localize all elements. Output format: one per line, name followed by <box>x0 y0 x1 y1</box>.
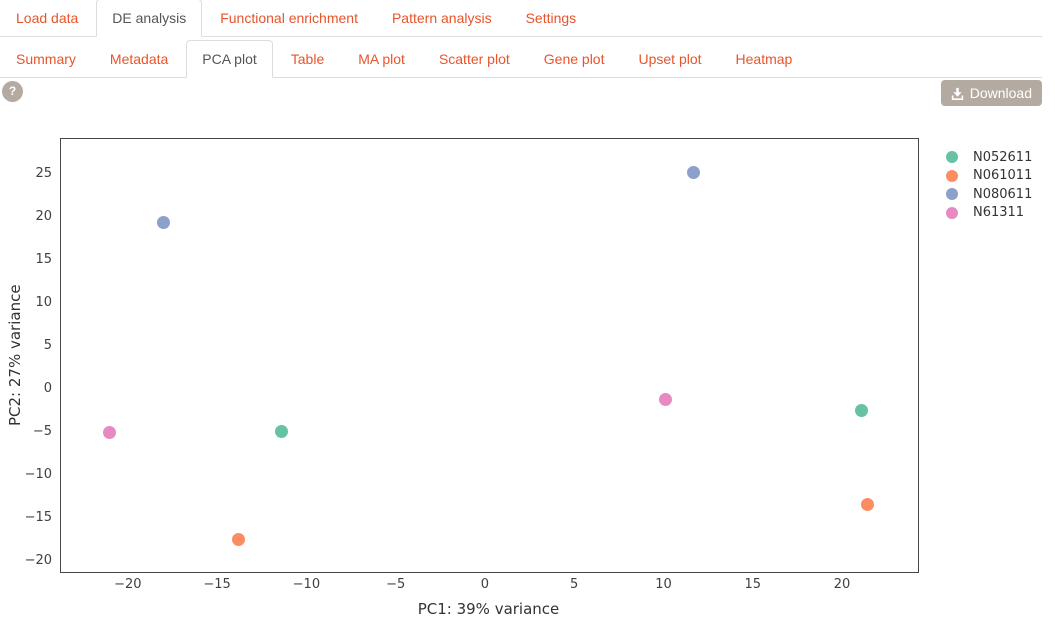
legend-dot-icon <box>946 151 958 164</box>
tab-settings[interactable]: Settings <box>525 10 577 26</box>
data-point-n061011 <box>232 532 246 546</box>
x-tick-label: 15 <box>744 577 761 592</box>
subtab-scatter-plot[interactable]: Scatter plot <box>438 51 510 67</box>
y-tick-label: 10 <box>35 294 52 310</box>
y-tick-label: 25 <box>35 166 52 182</box>
legend-label: N061011 <box>973 168 1033 184</box>
legend-dot-icon <box>946 188 958 201</box>
x-tick-label: 20 <box>833 577 851 592</box>
x-tick-label: 10 <box>655 577 672 592</box>
data-point-n080611 <box>157 215 171 229</box>
subtab-summary[interactable]: Summary <box>16 51 76 67</box>
subtab-metadata[interactable]: Metadata <box>109 51 169 67</box>
subtab-gene-plot[interactable]: Gene plot <box>543 51 605 67</box>
data-point-n61311 <box>103 426 117 440</box>
download-button[interactable]: Download <box>940 80 1042 106</box>
legend-label: N61311 <box>973 205 1025 221</box>
y-tick-label: 15 <box>35 251 52 267</box>
tab-functional-enrichment[interactable]: Functional enrichment <box>220 10 358 26</box>
plot-legend: N052611 N061011 N080611 N61311 <box>946 148 1032 222</box>
subtab-upset-plot[interactable]: Upset plot <box>638 51 702 67</box>
plot-panel <box>60 138 919 573</box>
x-tick-label: −15 <box>203 577 231 592</box>
data-point-n052611 <box>274 425 288 439</box>
primary-tab-bar: Load data DE analysis Functional enrichmen… <box>0 0 1042 37</box>
data-point-n052611 <box>855 403 869 417</box>
x-tick-label: −5 <box>386 577 406 592</box>
legend-item-n052611: N052611 <box>946 148 1032 167</box>
secondary-tab-bar: Summary Metadata PCA plot Table MA plot Scatt… <box>0 37 1042 78</box>
legend-label: N080611 <box>973 186 1033 202</box>
legend-label: N052611 <box>973 149 1033 165</box>
y-tick-label: −15 <box>24 509 52 525</box>
data-point-n080611 <box>687 165 701 179</box>
y-tick-label: 20 <box>35 209 52 225</box>
subtab-ma-plot[interactable]: MA plot <box>358 51 405 67</box>
y-tick-label: −5 <box>32 423 52 439</box>
tab-load-data[interactable]: Load data <box>16 10 79 26</box>
legend-dot-icon <box>946 206 958 219</box>
legend-item-n061011: N061011 <box>946 167 1032 186</box>
x-tick-label: −20 <box>114 577 142 592</box>
data-point-n061011 <box>860 498 874 512</box>
subtab-heatmap[interactable]: Heatmap <box>735 51 793 67</box>
tab-de-analysis[interactable]: DE analysis <box>96 0 203 37</box>
toolbar: ? Download <box>0 78 1042 110</box>
data-point-n61311 <box>658 392 672 406</box>
x-tick-label: 5 <box>570 577 579 592</box>
legend-item-n61311: N61311 <box>946 204 1032 223</box>
legend-item-n080611: N080611 <box>946 185 1032 204</box>
y-tick-label: 5 <box>43 337 52 353</box>
download-button-label: Download <box>969 85 1032 101</box>
y-tick-label: 0 <box>43 380 52 396</box>
help-button[interactable]: ? <box>2 81 23 102</box>
download-icon <box>951 87 964 100</box>
y-tick-label: −10 <box>24 466 52 482</box>
y-axis-title: PC2: 27% variance <box>6 284 24 426</box>
tab-pattern-analysis[interactable]: Pattern analysis <box>391 10 492 26</box>
subtab-table[interactable]: Table <box>290 51 325 67</box>
subtab-pca-plot[interactable]: PCA plot <box>186 40 273 78</box>
x-axis-title: PC1: 39% variance <box>417 600 560 618</box>
x-tick-label: −10 <box>292 577 321 592</box>
x-tick-label: 0 <box>480 577 490 592</box>
legend-dot-icon <box>946 169 958 182</box>
y-tick-label: −20 <box>24 552 52 568</box>
